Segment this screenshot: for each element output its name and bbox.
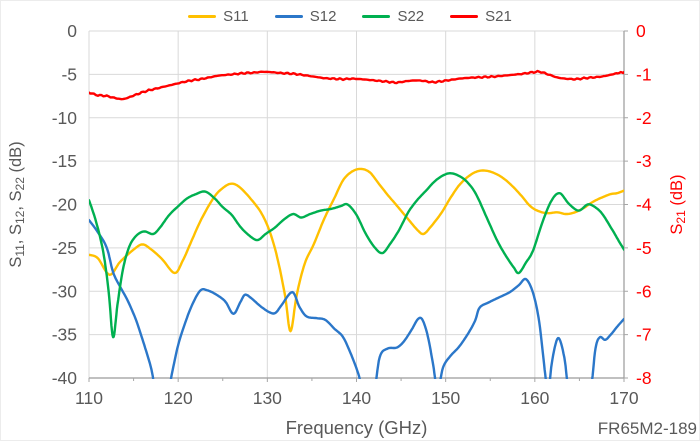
y-left-tick-label: -10 xyxy=(52,108,78,128)
y-right-tick-label: -3 xyxy=(636,151,652,171)
legend-label: S12 xyxy=(309,7,337,25)
x-tick-label: 120 xyxy=(164,388,193,408)
x-tick-label: 130 xyxy=(253,388,282,408)
legend-swatch-s21 xyxy=(450,14,479,18)
x-tick-label: 160 xyxy=(520,388,549,408)
y-left-tick-label: -30 xyxy=(52,281,78,301)
y-right-tick-label: -2 xyxy=(636,108,652,128)
y-left-tick-label: 0 xyxy=(67,21,77,41)
x-tick-label: 110 xyxy=(75,388,103,408)
legend-item-s22: S22 xyxy=(362,8,424,25)
y-left-tick-label: -40 xyxy=(52,368,78,388)
series-s22-line xyxy=(89,172,624,339)
legend-item-s12: S12 xyxy=(274,7,337,25)
y-right-tick-label: -7 xyxy=(636,325,652,345)
y-left-tick-label: -20 xyxy=(52,195,78,215)
y-right-axis-title: S21 (dB) xyxy=(668,174,688,234)
y-right-tick-label: -5 xyxy=(636,238,652,258)
legend-label: S21 xyxy=(485,7,512,25)
legend-swatch-s22 xyxy=(362,14,391,18)
series-s12-line xyxy=(89,218,624,379)
legend-item-s21: S21 xyxy=(450,8,512,25)
y-left-tick-label: -25 xyxy=(52,238,77,258)
legend-label: S11 xyxy=(223,7,249,25)
y-right-tick-label: -1 xyxy=(636,64,652,84)
series-s21-line xyxy=(89,69,624,101)
y-left-tick-label: -5 xyxy=(61,64,77,84)
x-tick-label: 140 xyxy=(342,388,371,408)
x-tick-label: 170 xyxy=(609,388,638,408)
x-tick-label: 150 xyxy=(431,388,460,408)
legend-swatch-s12 xyxy=(274,14,303,18)
legend-swatch-s11 xyxy=(188,14,217,18)
chart-annotation: FR65M2-189 xyxy=(598,419,697,438)
legend-label: S22 xyxy=(397,7,425,25)
chart-legend: S11 S12 S22 S21 xyxy=(1,4,699,28)
y-left-tick-label: -35 xyxy=(52,325,77,345)
series-s11-line xyxy=(89,167,624,333)
y-right-tick-label: -8 xyxy=(636,368,652,388)
x-axis-title: Frequency (GHz) xyxy=(286,417,428,438)
y-right-tick-label: -4 xyxy=(636,195,652,215)
y-left-axis-title: S11, S12, S22 (dB) xyxy=(7,141,27,267)
y-left-tick-label: -15 xyxy=(52,151,77,171)
y-right-tick-label: -6 xyxy=(636,281,652,301)
legend-item-s11: S11 xyxy=(188,8,249,25)
y-right-tick-label: 0 xyxy=(636,21,646,41)
